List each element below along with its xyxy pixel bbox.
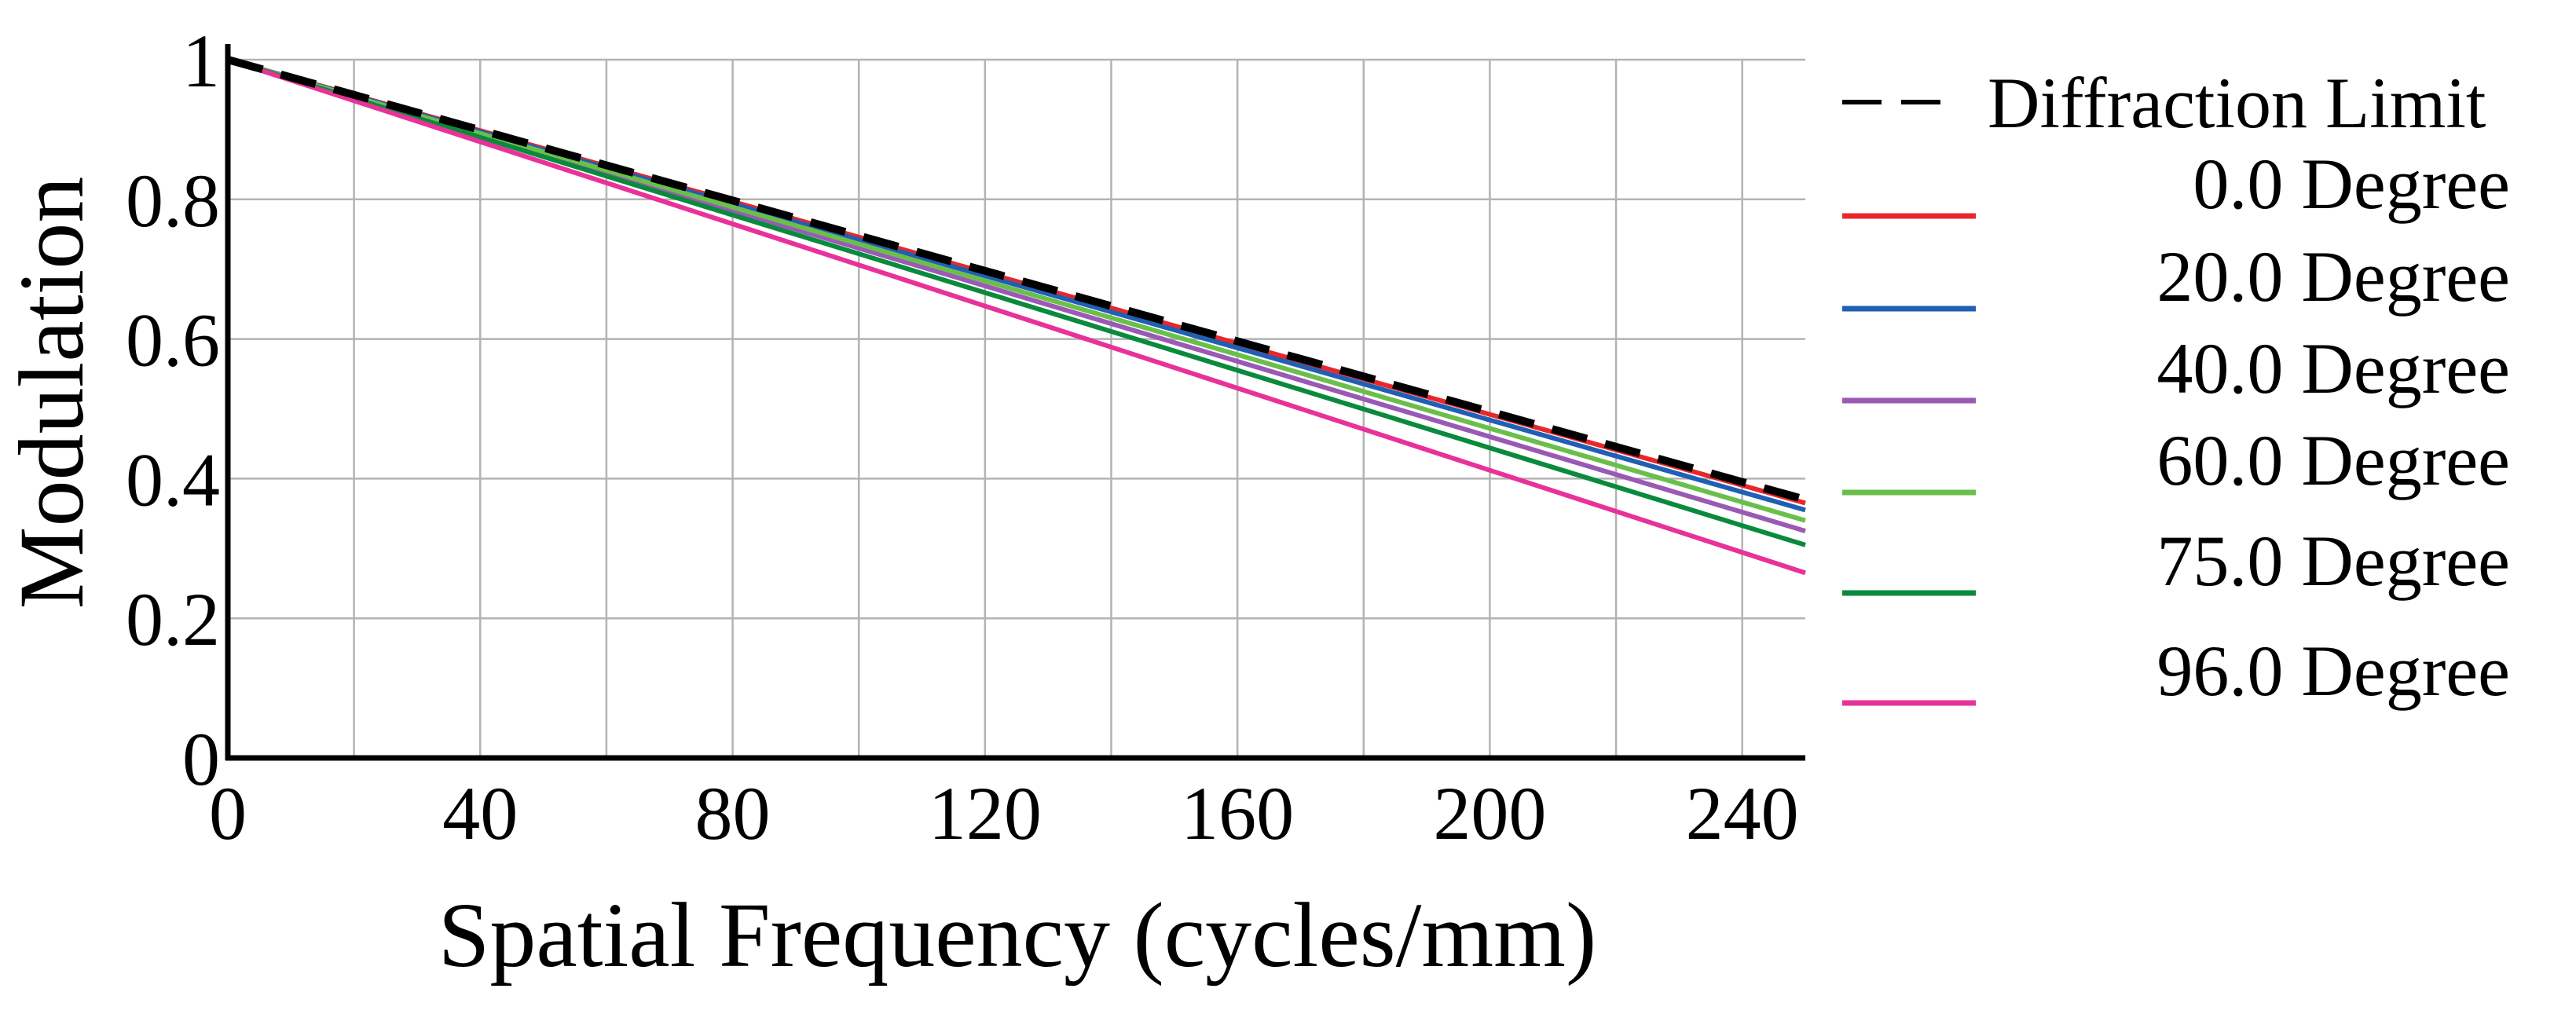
series-line-60-0-degree — [227, 57, 1806, 523]
x-tick-label: 160 — [1181, 771, 1294, 855]
legend-label-75-0-degree: 75.0 Degree — [2156, 521, 2510, 601]
x-tick-label: 40 — [442, 771, 518, 855]
legend-label-20-0-degree: 20.0 Degree — [2156, 236, 2510, 317]
legend-label-0-0-degree: 0.0 Degree — [2193, 144, 2510, 224]
axes — [225, 44, 1805, 761]
legend-label-96-0-degree: 96.0 Degree — [2156, 631, 2510, 711]
tick-labels: 0 40 80 120 160 200 240 0 0.2 0.4 0.6 0.8 1 — [126, 19, 1799, 855]
x-axis-title: Spatial Frequency (cycles/mm) — [438, 884, 1597, 987]
grid — [226, 58, 1805, 760]
series-lines — [226, 56, 1807, 576]
legend-label-diffraction-limit: Diffraction Limit — [1988, 63, 2486, 143]
y-tick-label: 0.4 — [126, 437, 220, 522]
y-tick-label: 0.6 — [126, 298, 220, 383]
x-tick-label: 200 — [1433, 771, 1546, 855]
y-tick-label: 0.2 — [126, 577, 220, 661]
y-tick-label: 0 — [182, 717, 220, 801]
legend-label-60-0-degree: 60.0 Degree — [2156, 420, 2510, 500]
legend-label-40-0-degree: 40.0 Degree — [2156, 328, 2510, 408]
y-tick-label: 1 — [182, 19, 220, 103]
y-axis-title: Modulation — [0, 177, 103, 609]
series-line-96-0-degree — [227, 57, 1806, 576]
x-tick-label: 240 — [1686, 771, 1799, 855]
series-line-75-0-degree — [227, 57, 1806, 547]
y-tick-label: 0.8 — [126, 159, 220, 243]
x-tick-label: 0 — [209, 771, 247, 855]
x-tick-label: 120 — [929, 771, 1042, 855]
x-tick-label: 80 — [695, 771, 771, 855]
